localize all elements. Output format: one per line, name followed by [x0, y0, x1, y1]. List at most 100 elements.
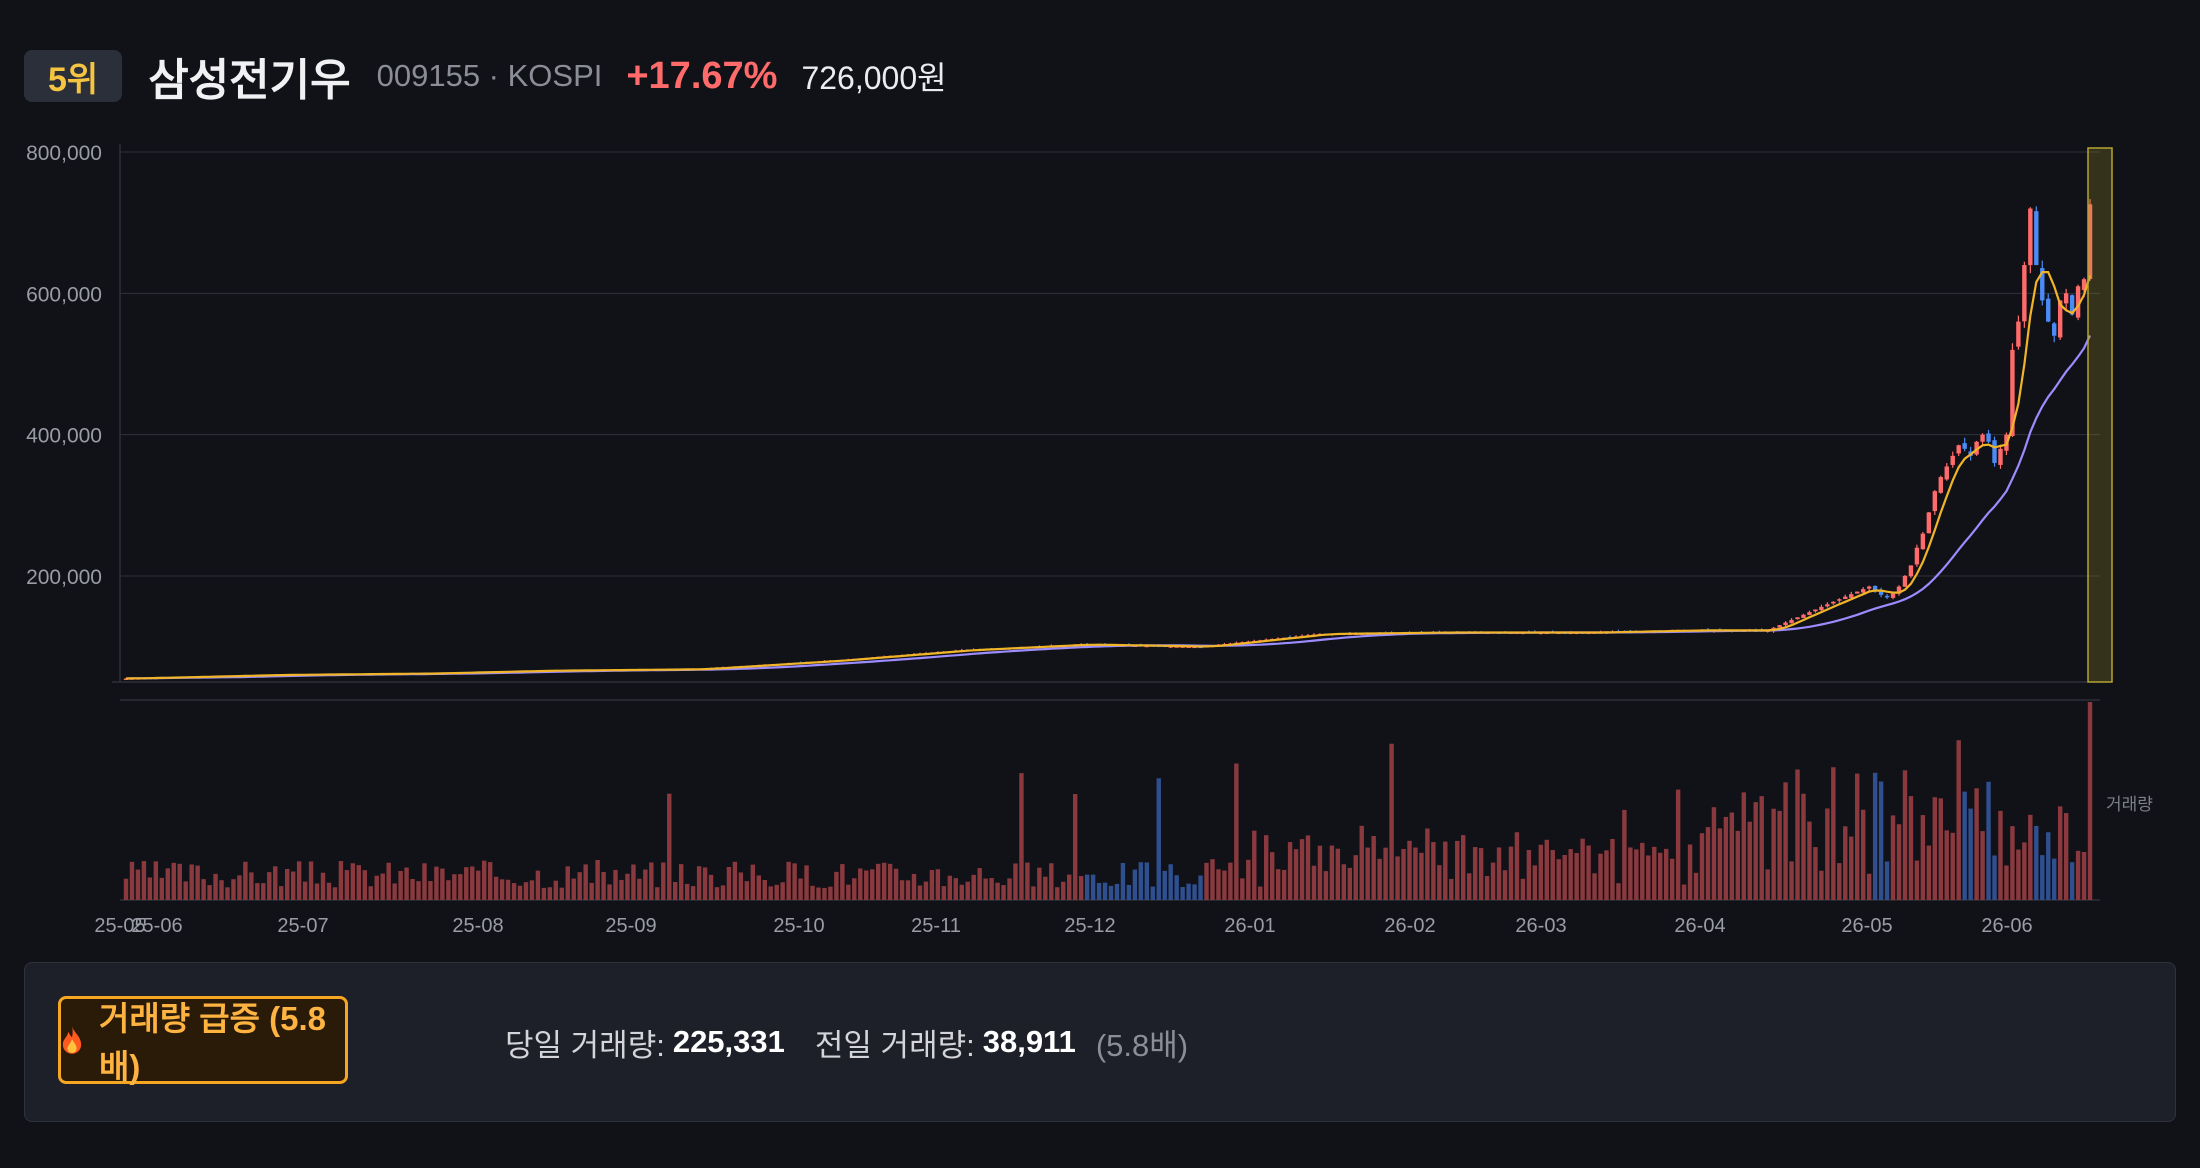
candle-body — [1819, 606, 1824, 611]
volume-bar — [1974, 788, 1979, 900]
volume-bar — [338, 861, 344, 900]
today-volume-value: 225,331 — [672, 1024, 785, 1059]
prev-volume-label: 전일 거래량: — [814, 1027, 975, 1063]
volume-bar — [1580, 838, 1585, 900]
volume-bar — [875, 863, 881, 900]
volume-bar — [1807, 821, 1812, 900]
volume-bar — [2046, 832, 2051, 900]
volume-bar — [1562, 855, 1567, 900]
volume-bar — [195, 865, 200, 900]
volume-bar — [386, 862, 391, 900]
volume-bar — [1860, 809, 1866, 900]
volume-bar — [1604, 850, 1609, 900]
y-tick-label: 200,000 — [26, 566, 102, 589]
volume-bar — [1634, 849, 1639, 900]
volume-bar — [1305, 835, 1311, 900]
volume-bar — [1675, 789, 1681, 900]
volume-bar — [1407, 840, 1412, 900]
volume-bar — [2087, 702, 2093, 900]
volume-bar — [1610, 838, 1615, 900]
volume-bar — [1102, 882, 1108, 900]
volume-bar — [1956, 740, 1961, 900]
volume-bar — [1669, 858, 1675, 900]
volume-bar — [296, 861, 302, 900]
volume-bar — [374, 875, 379, 900]
volume-bar — [1228, 862, 1233, 900]
volume-bar — [738, 872, 744, 900]
x-tick-label: 25-11 — [911, 915, 961, 937]
volume-surge-badge[interactable]: 거래량 급증 (5.8배) — [58, 996, 348, 1085]
ma-long-line — [125, 335, 2091, 680]
volume-bar — [744, 881, 750, 900]
volume-bar — [1192, 884, 1197, 900]
candle-body — [1890, 593, 1896, 598]
volume-bar — [1264, 835, 1269, 900]
volume-bar — [881, 862, 887, 900]
candle-body — [1896, 586, 1902, 594]
volume-bar — [1532, 865, 1538, 900]
volume-bar — [846, 884, 851, 900]
volume-bar — [1437, 865, 1442, 900]
volume-bar — [1395, 856, 1400, 900]
current-bar-highlight — [2087, 147, 2113, 683]
volume-bar — [1598, 853, 1603, 900]
volume-bar — [1759, 796, 1764, 900]
volume-bar — [416, 881, 421, 900]
volume-bar — [613, 869, 618, 900]
volume-bar — [2004, 865, 2009, 900]
candle-body — [1777, 625, 1782, 628]
volume-bar — [1998, 810, 2003, 900]
volume-bar — [1938, 798, 1943, 900]
volume-bar — [1341, 864, 1347, 900]
volume-bar — [923, 881, 929, 900]
volume-bar — [1311, 865, 1317, 900]
volume-bar — [1837, 863, 1842, 900]
volume-bar — [583, 864, 588, 900]
volume-bar — [159, 877, 165, 900]
volume-bar — [684, 883, 690, 900]
volume-bar — [834, 871, 839, 900]
stock-header: 5위 삼성전기우 009155 · KOSPI +17.67% 726,000원 — [24, 46, 947, 106]
volume-bar — [1287, 842, 1293, 900]
volume-bar — [440, 868, 445, 900]
x-tick-label: 26-06 — [1981, 915, 2032, 937]
volume-bar — [1866, 873, 1872, 900]
volume-bar — [404, 867, 409, 900]
volume-bar — [631, 864, 636, 900]
volume-bar — [1544, 839, 1549, 900]
candle-body — [1944, 466, 1949, 480]
x-tick-label: 25-07 — [277, 915, 328, 937]
volume-bar — [231, 879, 236, 900]
volume-bar — [505, 879, 511, 900]
candle-body — [1902, 576, 1908, 587]
candle-body — [1789, 619, 1794, 624]
x-tick-label: 26-04 — [1674, 915, 1725, 937]
volume-bar — [858, 868, 863, 900]
volume-bar — [1269, 852, 1275, 900]
candle-body — [1980, 434, 1985, 442]
volume-bar — [1353, 855, 1358, 900]
volume-bar — [1693, 872, 1699, 900]
candle-body — [1884, 595, 1890, 598]
candle-body — [2046, 298, 2051, 322]
volume-bar — [523, 882, 529, 900]
volume-bar — [619, 879, 624, 900]
volume-bar — [1204, 862, 1209, 900]
volume-bar — [1472, 847, 1478, 900]
ma-short-line — [125, 271, 2092, 680]
price-volume-chart[interactable]: 800,000600,000400,000200,000거래량25-0525-0… — [0, 130, 2200, 950]
volume-bar — [1162, 870, 1167, 900]
volume-bar — [1329, 845, 1335, 900]
x-tick-label: 25-05 — [94, 915, 145, 937]
volume-bar — [1216, 869, 1221, 900]
volume-bar — [464, 867, 469, 900]
volume-bar — [177, 863, 182, 900]
volume-bar — [1574, 853, 1579, 900]
volume-bar — [470, 866, 475, 900]
volume-bar — [1502, 870, 1508, 900]
volume-bar — [1299, 839, 1305, 900]
volume-bar — [1425, 828, 1430, 900]
volume-bar — [1019, 773, 1024, 900]
volume-bar — [2016, 849, 2021, 900]
volume-bar — [1992, 855, 1997, 900]
